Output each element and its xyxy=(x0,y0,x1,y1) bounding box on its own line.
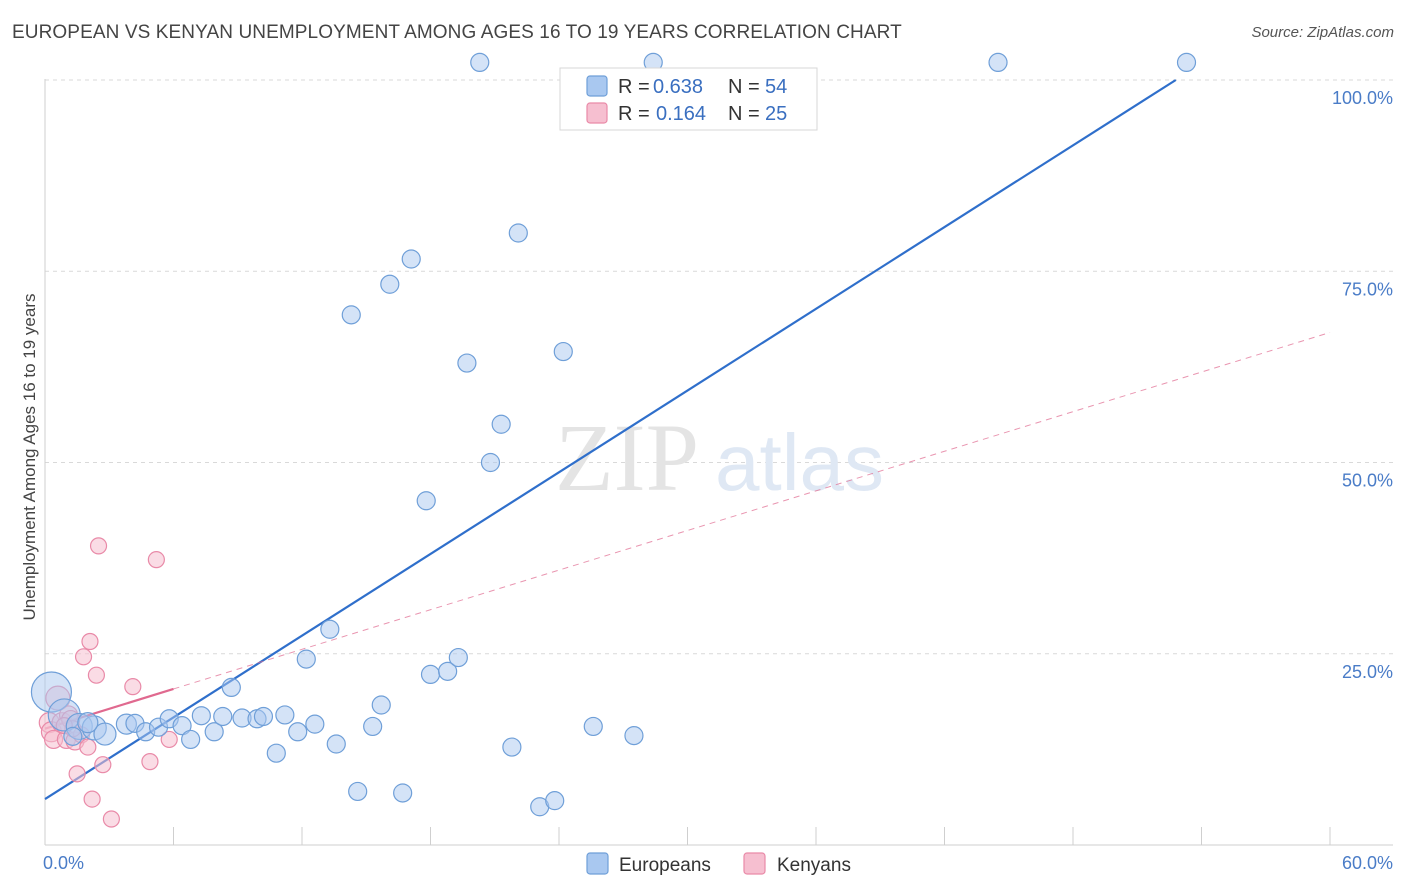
point-europeans-40 xyxy=(491,414,511,434)
point-europeans-26 xyxy=(341,305,361,325)
point-europeans-27 xyxy=(348,781,368,802)
legend-r-label-kenyans: R = xyxy=(618,103,650,125)
point-kenyans-13 xyxy=(81,632,99,651)
point-kenyans-22 xyxy=(160,730,178,749)
trend-line-europeans xyxy=(44,79,1177,801)
point-europeans-45 xyxy=(553,341,573,362)
point-europeans-10 xyxy=(172,716,192,736)
point-europeans-18 xyxy=(253,706,274,727)
point-europeans-20 xyxy=(275,705,295,725)
watermark: ZIP atlas xyxy=(555,404,884,511)
x-tick-label-min: 0.0% xyxy=(43,853,84,873)
point-europeans-37 xyxy=(457,353,477,373)
legend-swatch-europeans xyxy=(586,75,608,97)
point-europeans-34 xyxy=(420,664,441,685)
legend-n-label-kenyans: N = xyxy=(728,103,760,125)
point-europeans-19 xyxy=(266,743,286,763)
point-europeans-14 xyxy=(213,706,233,727)
gridlines xyxy=(45,79,1393,655)
point-europeans-53 xyxy=(77,711,99,734)
data-points xyxy=(30,52,1197,828)
point-europeans-12 xyxy=(191,706,211,726)
point-europeans-36 xyxy=(448,647,468,668)
point-europeans-52 xyxy=(63,726,83,746)
point-europeans-11 xyxy=(181,729,201,750)
bottom-legend-europeans: Europeans xyxy=(619,855,711,876)
y-axis-label: Unemployment Among Ages 16 to 19 years xyxy=(20,294,39,621)
legend-r-kenyans: 0.164 xyxy=(656,103,706,125)
point-kenyans-20 xyxy=(141,753,159,771)
watermark-zip: ZIP xyxy=(555,404,699,511)
point-europeans-32 xyxy=(401,249,421,269)
point-europeans-44 xyxy=(545,791,565,811)
axes xyxy=(44,79,1393,846)
point-europeans-25 xyxy=(326,734,346,754)
point-europeans-24 xyxy=(320,619,340,639)
legend-r-europeans: 0.638 xyxy=(653,76,703,98)
source-label: Source: ZipAtlas.com xyxy=(1251,24,1394,41)
point-europeans-23 xyxy=(305,714,325,734)
y-tick-label-25: 25.0% xyxy=(1342,662,1393,682)
point-europeans-51 xyxy=(1176,52,1197,73)
point-europeans-22 xyxy=(296,649,316,669)
watermark-atlas: atlas xyxy=(715,418,884,507)
point-europeans-50 xyxy=(988,52,1008,73)
point-europeans-38 xyxy=(470,52,490,73)
point-europeans-33 xyxy=(416,491,436,511)
point-kenyans-21 xyxy=(147,551,165,569)
point-europeans-39 xyxy=(480,452,501,473)
point-europeans-31 xyxy=(393,783,413,803)
point-kenyans-12 xyxy=(79,738,97,756)
legend-n-europeans: 54 xyxy=(765,76,787,98)
point-kenyans-14 xyxy=(83,790,101,808)
point-kenyans-9 xyxy=(68,765,86,783)
legend-n-label-europeans: N = xyxy=(728,76,760,98)
point-kenyans-15 xyxy=(87,666,106,684)
point-europeans-30 xyxy=(380,274,400,294)
tick-labels: 25.0% 50.0% 75.0% 100.0% 0.0% 60.0% xyxy=(43,88,1393,873)
point-europeans-13 xyxy=(204,722,224,742)
point-europeans-28 xyxy=(363,716,383,737)
y-tick-label-75: 75.0% xyxy=(1342,279,1393,299)
point-kenyans-19 xyxy=(124,678,142,696)
bottom-legend-swatch-kenyans xyxy=(743,852,766,875)
stats-legend: R = 0.638 N = 54 R = 0.164 N = 25 xyxy=(559,67,818,131)
point-europeans-48 xyxy=(624,726,644,746)
y-tick-label-100: 100.0% xyxy=(1332,88,1393,108)
point-europeans-15 xyxy=(221,677,241,698)
legend-r-label-europeans: R = xyxy=(618,76,650,98)
legend-n-kenyans: 25 xyxy=(765,103,787,125)
point-europeans-42 xyxy=(508,223,528,243)
point-europeans-29 xyxy=(371,695,391,715)
bottom-legend: Europeans Kenyans xyxy=(586,852,851,876)
y-tick-label-50: 50.0% xyxy=(1342,471,1393,491)
point-kenyans-11 xyxy=(74,648,93,666)
point-kenyans-18 xyxy=(102,810,120,828)
point-europeans-35 xyxy=(438,661,458,681)
bottom-legend-swatch-europeans xyxy=(586,852,609,875)
point-europeans-41 xyxy=(502,737,522,757)
legend-swatch-kenyans xyxy=(586,102,608,124)
point-europeans-47 xyxy=(583,716,603,737)
x-tick-label-max: 60.0% xyxy=(1342,853,1393,873)
point-kenyans-17 xyxy=(94,756,112,774)
point-kenyans-16 xyxy=(89,537,108,555)
point-europeans-4 xyxy=(93,722,117,746)
point-europeans-21 xyxy=(288,722,308,742)
chart-title: EUROPEAN VS KENYAN UNEMPLOYMENT AMONG AG… xyxy=(12,22,902,43)
trend-line-kenyans-extension xyxy=(173,331,1331,690)
bottom-legend-kenyans: Kenyans xyxy=(777,855,851,876)
